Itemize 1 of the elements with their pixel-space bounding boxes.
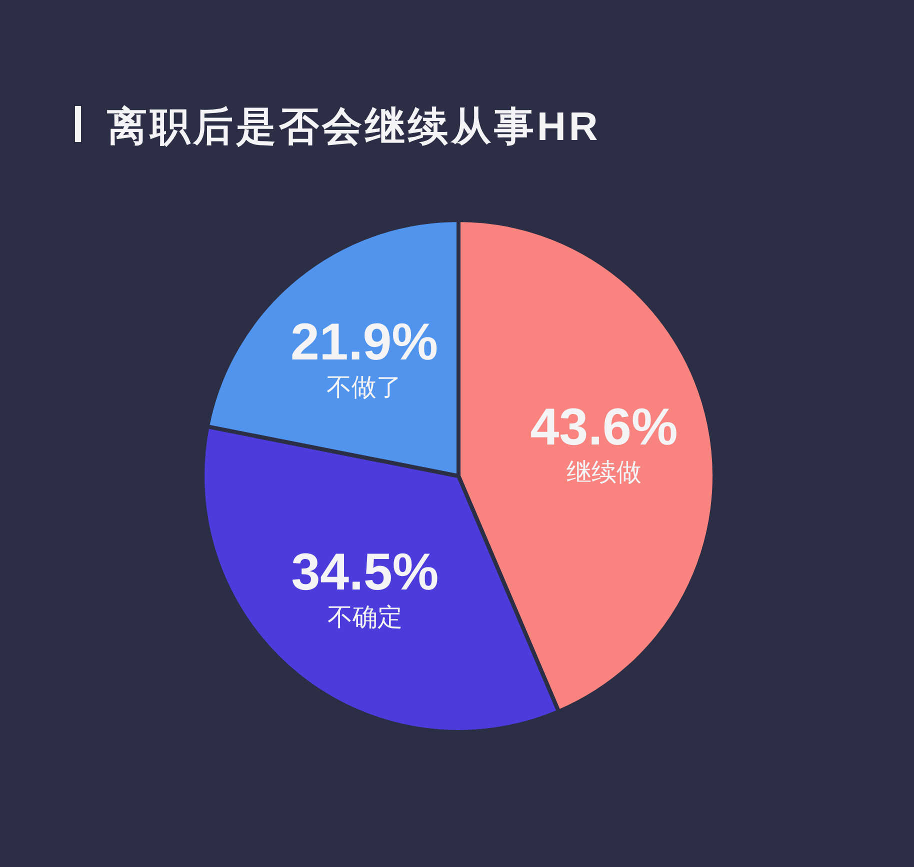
title: 离职后是否会继续从事HR [107, 105, 601, 149]
